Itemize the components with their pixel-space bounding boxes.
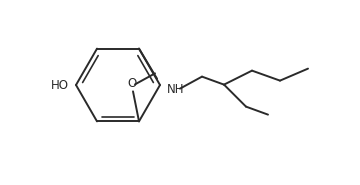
Text: O: O [127, 77, 137, 90]
Text: HO: HO [51, 78, 69, 92]
Text: NH: NH [167, 83, 184, 96]
